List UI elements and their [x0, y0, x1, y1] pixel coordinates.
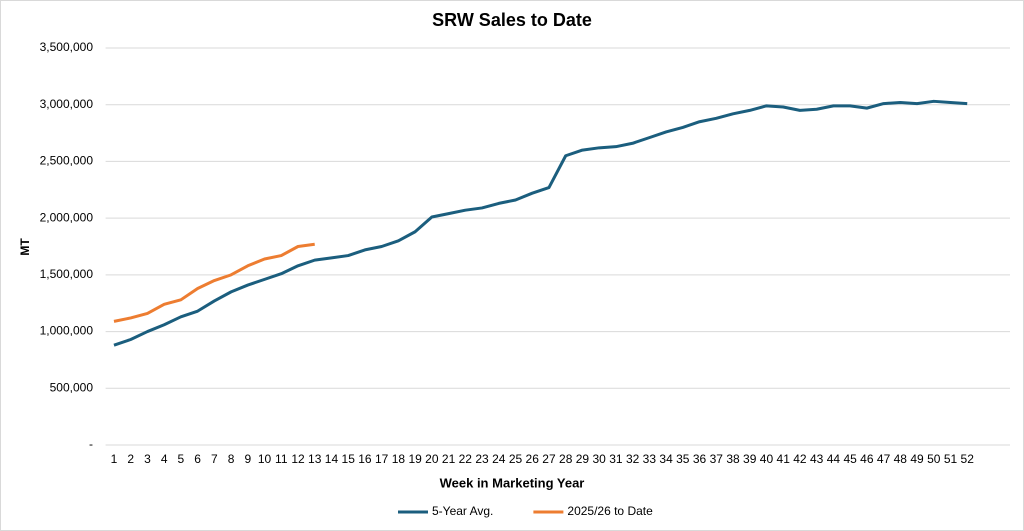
x-tick-label: 45 [843, 452, 857, 466]
chart-title: SRW Sales to Date [432, 10, 592, 30]
x-tick-label: 13 [308, 452, 322, 466]
x-tick-label: 8 [228, 452, 235, 466]
x-tick-label: 37 [710, 452, 724, 466]
x-tick-label: 44 [827, 452, 841, 466]
x-tick-label: 25 [509, 452, 523, 466]
y-axis-label: MT [18, 238, 32, 256]
x-tick-label: 7 [211, 452, 218, 466]
x-tick-label: 15 [342, 452, 356, 466]
x-tick-label: 52 [961, 452, 975, 466]
x-tick-label: 6 [194, 452, 201, 466]
x-tick-label: 18 [392, 452, 406, 466]
x-tick-label: 50 [927, 452, 941, 466]
x-tick-label: 34 [659, 452, 673, 466]
y-tick-label: 1,500,000 [40, 267, 94, 281]
y-tick-label: 1,000,000 [40, 324, 94, 338]
x-tick-label: 42 [793, 452, 807, 466]
x-tick-label: 51 [944, 452, 958, 466]
x-tick-label: 14 [325, 452, 339, 466]
x-tick-label: 30 [592, 452, 606, 466]
y-tick-label: 3,500,000 [40, 40, 94, 54]
x-tick-label: 23 [475, 452, 489, 466]
y-tick-label: 3,000,000 [40, 97, 94, 111]
line-series [113, 99, 968, 347]
x-tick-label: 46 [860, 452, 874, 466]
x-tick-label: 12 [291, 452, 305, 466]
x-tick-label: 26 [526, 452, 540, 466]
x-tick-label: 39 [743, 452, 757, 466]
x-tick-label: 5 [178, 452, 185, 466]
x-tick-label: 10 [258, 452, 272, 466]
x-tick-label: 48 [894, 452, 908, 466]
x-tick-label: 9 [244, 452, 251, 466]
x-tick-label: 22 [459, 452, 473, 466]
x-tick-label: 35 [676, 452, 690, 466]
x-tick-label: 4 [161, 452, 168, 466]
x-tick-label: 32 [626, 452, 640, 466]
y-tick-label: 2,000,000 [40, 210, 94, 224]
x-tick-label: 3 [144, 452, 151, 466]
x-tick-label: 19 [408, 452, 422, 466]
x-tick-label: 24 [492, 452, 506, 466]
line-series [113, 242, 315, 323]
x-tick-label: 2 [127, 452, 134, 466]
x-tick-label: 31 [609, 452, 623, 466]
x-tick-label: 36 [693, 452, 707, 466]
x-tick-label: 11 [275, 452, 288, 466]
x-tick-label: 20 [425, 452, 439, 466]
x-tick-label: 28 [559, 452, 573, 466]
y-tick-label: - [89, 437, 93, 451]
x-tick-label: 40 [760, 452, 774, 466]
x-tick-label: 17 [375, 452, 389, 466]
x-tick-label: 47 [877, 452, 891, 466]
x-tick-label: 33 [643, 452, 657, 466]
x-tick-label: 41 [777, 452, 791, 466]
y-tick-label: 500,000 [50, 380, 94, 394]
x-tick-label: 29 [576, 452, 590, 466]
legend-label: 2025/26 to Date [567, 504, 653, 518]
x-axis-label: Week in Marketing Year [440, 475, 585, 490]
x-tick-label: 27 [542, 452, 556, 466]
x-tick-label: 43 [810, 452, 824, 466]
x-tick-label: 1 [111, 452, 118, 466]
x-tick-label: 49 [910, 452, 924, 466]
x-tick-label: 21 [442, 452, 456, 466]
x-tick-label: 38 [726, 452, 740, 466]
x-tick-label: 16 [358, 452, 372, 466]
y-tick-label: 2,500,000 [40, 154, 94, 168]
legend-label: 5-Year Avg. [432, 504, 493, 518]
